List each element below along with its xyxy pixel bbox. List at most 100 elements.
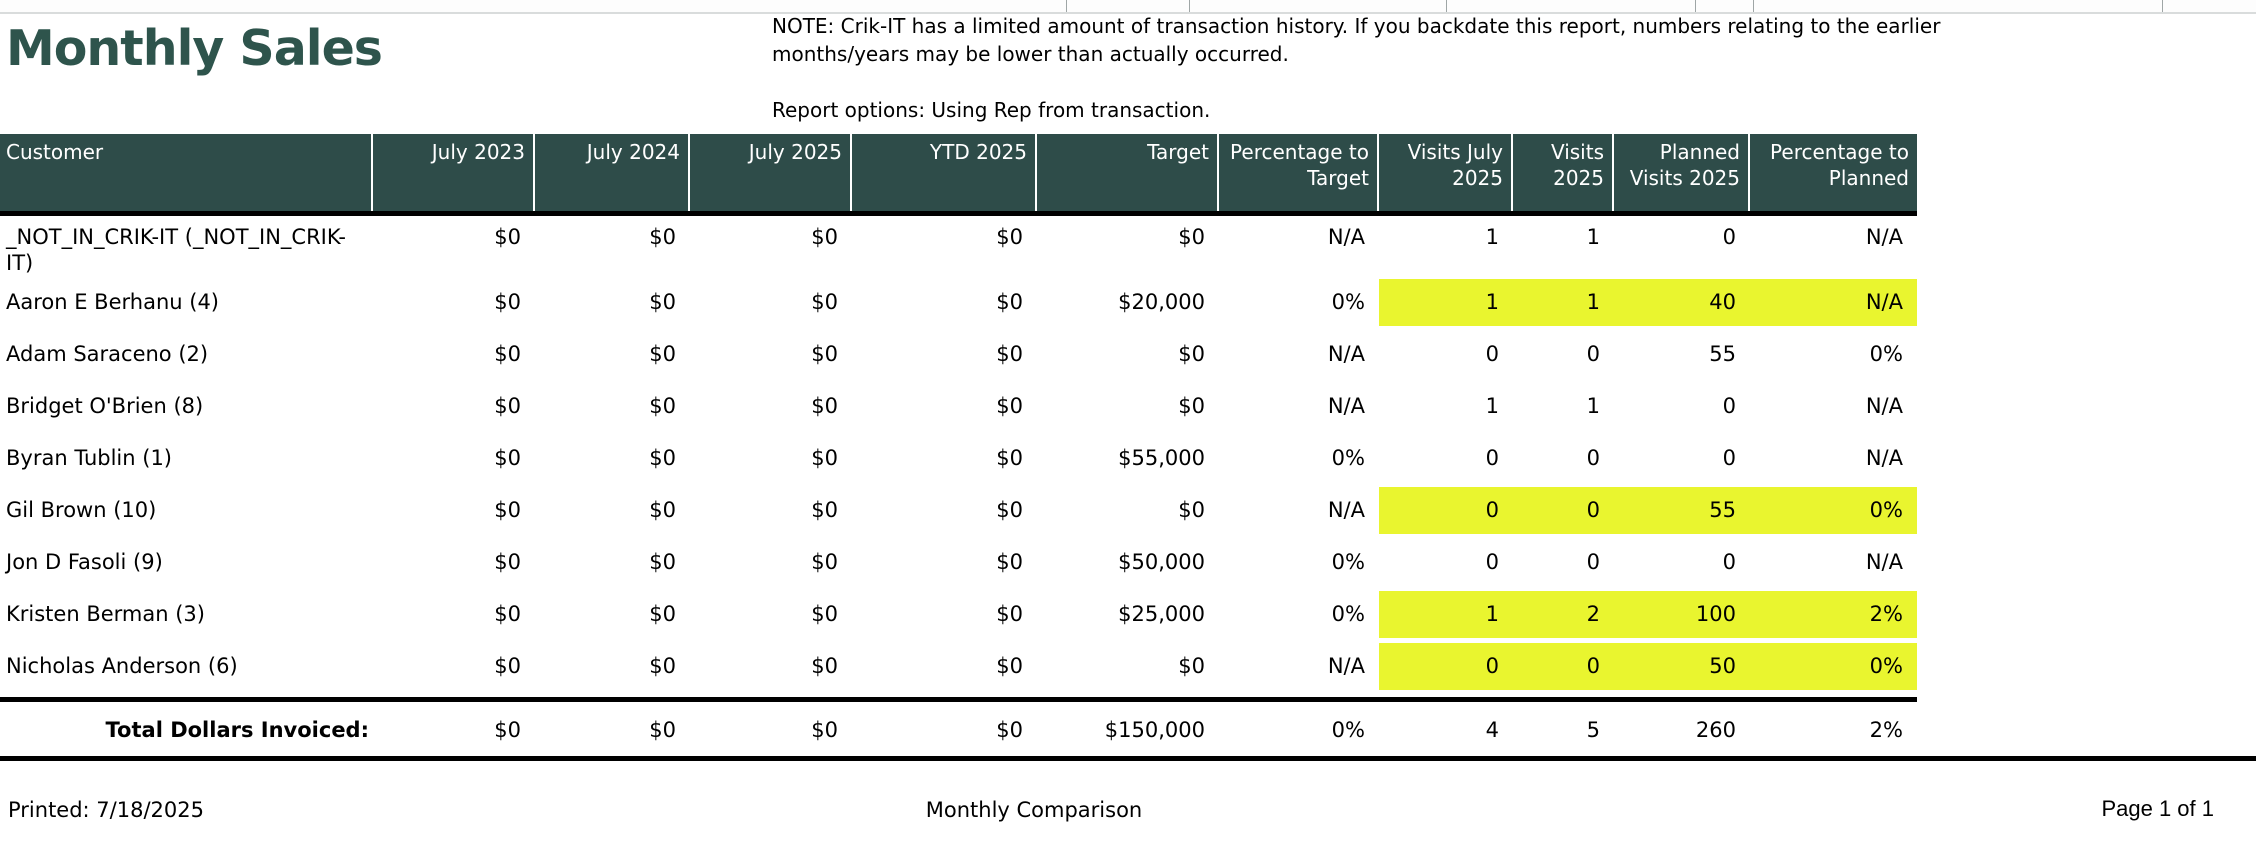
value-cell: 0	[1722, 225, 1736, 249]
table-header-cell: July 2023	[373, 134, 535, 211]
value-cell: $0	[996, 654, 1023, 678]
table-header-row: Customer July 2023 July 2024 July 2025 YTD 2…	[0, 134, 1917, 216]
value-cell: $0	[1178, 394, 1205, 418]
table-header-cell: Visits July 2025	[1379, 134, 1513, 211]
table-header-cell: July 2024	[535, 134, 690, 211]
value-cell: 55	[1614, 487, 1750, 541]
table-body: _NOT_IN_CRIK-IT (_NOT_IN_CRIK-IT) $0 $0 $0 $…	[0, 216, 1917, 697]
divider	[1066, 0, 1067, 12]
top-artifact-strip	[0, 0, 2256, 14]
value-cell: $0	[811, 225, 838, 249]
table-row: Byran Tublin (1) $0 $0 $0 $0 $55,000 0% 0 0 0 N/A	[0, 437, 1917, 489]
value-cell: $0	[1178, 342, 1205, 366]
total-value-cell: 260	[1695, 718, 1736, 742]
page-number: Page 1 of 1	[2101, 796, 2214, 821]
sales-table: Customer July 2023 July 2024 July 2025 YTD 2…	[0, 134, 1917, 759]
value-cell: 1	[1513, 279, 1614, 333]
value-cell: 0%	[1331, 602, 1365, 626]
divider	[2162, 0, 2163, 12]
customer-cell: Adam Saraceno (2)	[6, 342, 209, 366]
value-cell: N/A	[1865, 394, 1903, 418]
value-cell: $0	[811, 394, 838, 418]
table-row: Nicholas Anderson (6) $0 $0 $0 $0 $0 N/A 0 0 50 0%	[0, 643, 1917, 697]
value-cell: $0	[811, 602, 838, 626]
value-cell: $0	[649, 550, 676, 574]
value-cell: 0%	[1331, 290, 1365, 314]
value-cell: 55	[1709, 342, 1736, 366]
total-value-cell: 4	[1485, 718, 1499, 742]
value-cell: 40	[1614, 279, 1750, 333]
value-cell: $0	[811, 550, 838, 574]
customer-cell: Nicholas Anderson (6)	[6, 654, 238, 678]
table-row: Jon D Fasoli (9) $0 $0 $0 $0 $50,000 0% 0 0 0 N/A	[0, 541, 1917, 593]
total-label: Total Dollars Invoiced:	[105, 718, 369, 742]
value-cell: 0	[1586, 550, 1600, 574]
table-row: Adam Saraceno (2) $0 $0 $0 $0 $0 N/A 0 0 55 0%	[0, 333, 1917, 385]
total-value-cell: $0	[996, 718, 1023, 742]
value-cell: $0	[649, 225, 676, 249]
table-row: Gil Brown (10) $0 $0 $0 $0 $0 N/A 0 0 55 0%	[0, 487, 1917, 541]
report-name: Monthly Comparison	[925, 798, 1143, 822]
value-cell: 0	[1513, 487, 1614, 541]
customer-cell: Kristen Berman (3)	[6, 602, 205, 626]
value-cell: 1	[1379, 591, 1513, 645]
note-text: NOTE: Crik-IT has a limited amount of tr…	[772, 12, 2192, 68]
value-cell: 0	[1513, 643, 1614, 697]
customer-cell: Gil Brown (10)	[6, 498, 157, 522]
value-cell: 2%	[1750, 591, 1917, 645]
table-total-row: Total Dollars Invoiced: $0 $0 $0 $0 $150,000 0…	[0, 697, 1917, 759]
total-value-cell: $0	[811, 718, 838, 742]
value-cell: 0%	[1750, 487, 1917, 541]
value-cell: $0	[996, 498, 1023, 522]
value-cell: $0	[494, 394, 521, 418]
table-row: Bridget O'Brien (8) $0 $0 $0 $0 $0 N/A 1 1 0 N/A	[0, 385, 1917, 437]
value-cell: $0	[996, 225, 1023, 249]
value-cell: $0	[811, 654, 838, 678]
value-cell: 100	[1614, 591, 1750, 645]
value-cell: $0	[811, 498, 838, 522]
value-cell: $0	[811, 290, 838, 314]
value-cell: N/A	[1865, 225, 1903, 249]
value-cell: $0	[996, 446, 1023, 470]
table-row: Kristen Berman (3) $0 $0 $0 $0 $25,000 0% 1 2 100…	[0, 591, 1917, 645]
table-header-cell: July 2025	[690, 134, 852, 211]
total-value-cell: $0	[494, 718, 521, 742]
value-cell: $0	[811, 446, 838, 470]
value-cell: 1	[1485, 225, 1499, 249]
table-row: _NOT_IN_CRIK-IT (_NOT_IN_CRIK-IT) $0 $0 $0 $…	[0, 216, 1917, 281]
value-cell: $0	[649, 498, 676, 522]
value-cell: $25,000	[1118, 602, 1205, 626]
value-cell: 0	[1379, 643, 1513, 697]
bottom-rule	[0, 756, 2256, 761]
value-cell: 0	[1722, 446, 1736, 470]
value-cell: 0%	[1869, 342, 1903, 366]
value-cell: N/A	[1865, 446, 1903, 470]
customer-cell: Jon D Fasoli (9)	[6, 550, 163, 574]
report-options-text: Report options: Using Rep from transacti…	[772, 98, 1211, 122]
value-cell: 1	[1379, 279, 1513, 333]
value-cell: $0	[494, 602, 521, 626]
value-cell: 0	[1722, 550, 1736, 574]
value-cell: $0	[996, 342, 1023, 366]
customer-cell: Byran Tublin (1)	[6, 446, 173, 470]
value-cell: $0	[996, 394, 1023, 418]
value-cell: $0	[649, 446, 676, 470]
value-cell: 0	[1722, 394, 1736, 418]
value-cell: $0	[649, 394, 676, 418]
total-value-cell: 5	[1586, 718, 1600, 742]
value-cell: 0%	[1750, 643, 1917, 697]
value-cell: 50	[1614, 643, 1750, 697]
value-cell: $50,000	[1118, 550, 1205, 574]
value-cell: $0	[649, 290, 676, 314]
note-line-1: NOTE: Crik-IT has a limited amount of tr…	[772, 14, 1941, 38]
value-cell: 1	[1586, 225, 1600, 249]
value-cell: N/A	[1327, 342, 1365, 366]
customer-cell: Bridget O'Brien (8)	[6, 394, 204, 418]
value-cell: $0	[649, 654, 676, 678]
value-cell: $0	[494, 550, 521, 574]
value-cell: 0	[1379, 487, 1513, 541]
note-line-2: months/years may be lower than actually …	[772, 42, 1289, 66]
value-cell: $0	[1178, 498, 1205, 522]
value-cell: $0	[494, 654, 521, 678]
